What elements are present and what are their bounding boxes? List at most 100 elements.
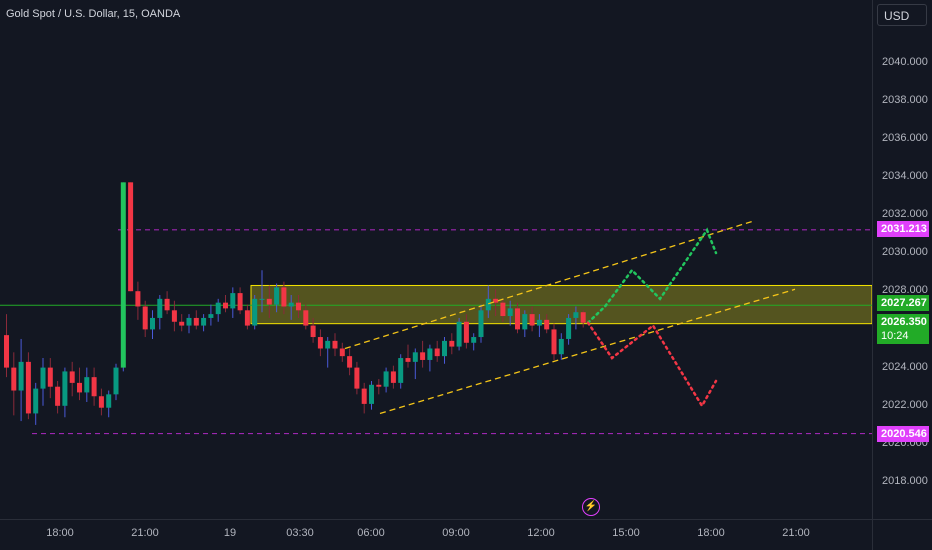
candle-body: [332, 340, 338, 349]
y-tick: 2034.000: [882, 170, 928, 182]
candle-body: [471, 337, 477, 343]
candle-body: [62, 371, 68, 406]
candle-body: [529, 314, 535, 326]
lightning-bolt-icon[interactable]: ⚡: [582, 498, 600, 516]
resistance-price-tag: 2031.213: [877, 221, 929, 237]
candle-body: [369, 384, 374, 404]
candle-body: [98, 396, 104, 408]
candle-body: [485, 298, 491, 311]
candle-body: [573, 312, 579, 318]
candle-body: [339, 348, 345, 357]
candle-body: [11, 367, 17, 391]
y-tick: 2024.000: [882, 361, 928, 373]
x-tick: 19: [223, 527, 237, 539]
x-tick: 18:00: [697, 527, 725, 539]
candle-body: [478, 310, 484, 338]
candle-body: [244, 310, 250, 326]
candle-body: [398, 358, 404, 383]
support-price-tag: 2020.546: [877, 426, 929, 442]
y-tick: 2036.000: [882, 132, 928, 144]
x-tick: 15:00: [612, 527, 640, 539]
candle-body: [171, 310, 177, 322]
candle-body: [442, 340, 447, 357]
price-chart[interactable]: [0, 0, 872, 519]
candle-body: [33, 388, 39, 414]
candle-body: [157, 298, 163, 318]
candle-body: [84, 377, 90, 393]
candle-body: [390, 371, 396, 383]
candle-body: [354, 367, 360, 389]
candle-body: [580, 312, 586, 323]
x-tick: 21:00: [782, 527, 810, 539]
candle-body: [493, 298, 499, 303]
candle-body: [201, 317, 207, 326]
candle-body: [347, 356, 353, 368]
candle-body: [69, 371, 75, 383]
candle-body: [296, 302, 301, 311]
y-tick: 2028.000: [882, 284, 928, 296]
candle-body: [456, 321, 462, 347]
candle-body: [113, 367, 119, 395]
x-tick: 09:00: [442, 527, 470, 539]
candle-body: [18, 361, 24, 391]
candle-body: [106, 394, 112, 408]
candle-body: [91, 377, 97, 397]
y-tick: 2040.000: [882, 56, 928, 68]
candle-body: [449, 340, 455, 347]
symbol-title[interactable]: Gold Spot / U.S. Dollar, 15, OANDA: [6, 8, 181, 20]
candle-body: [544, 319, 550, 330]
bearish-projection-path: [586, 321, 718, 409]
candle-body: [186, 317, 192, 326]
candle-body: [427, 348, 433, 360]
currency-button[interactable]: USD: [877, 4, 927, 26]
candle-body: [150, 317, 155, 330]
candle-body: [55, 386, 61, 406]
candle-body: [25, 361, 31, 414]
supply-demand-zone: [250, 284, 872, 325]
x-tick: 12:00: [527, 527, 555, 539]
candle-body: [4, 335, 9, 368]
candle-body: [274, 287, 280, 305]
candle-body: [128, 182, 134, 292]
y-tick: 2032.000: [882, 208, 928, 220]
candle-body: [230, 293, 236, 309]
current-price-tag: 2026.350 10:24: [877, 314, 929, 344]
candle-body: [223, 302, 228, 309]
candle-body: [259, 298, 265, 300]
candle-body: [288, 302, 294, 307]
candle-body: [215, 302, 221, 315]
bar-countdown: 10:24: [881, 330, 909, 342]
candle-body: [507, 308, 513, 317]
candle-body: [310, 325, 316, 338]
y-tick: 2030.000: [882, 246, 928, 258]
x-tick: 21:00: [131, 527, 159, 539]
candle-body: [412, 352, 418, 362]
time-axis-separator: [0, 519, 932, 520]
candle-body: [434, 348, 440, 357]
candle-body: [303, 310, 309, 326]
candle-body: [500, 302, 506, 317]
candle-body: [383, 371, 389, 387]
y-tick: 2018.000: [882, 475, 928, 487]
price-axis-separator: [872, 0, 873, 550]
candle-body: [252, 298, 258, 326]
candle-body: [164, 298, 170, 311]
candle-body: [142, 306, 148, 330]
x-tick: 03:30: [286, 527, 314, 539]
x-tick: 06:00: [357, 527, 385, 539]
candle-body: [515, 308, 520, 330]
candle-body: [361, 388, 367, 404]
candle-body: [120, 182, 126, 368]
candle-body: [266, 298, 272, 305]
y-tick: 2038.000: [882, 94, 928, 106]
candle-body: [551, 329, 557, 355]
x-tick: 18:00: [46, 527, 74, 539]
candle-body: [420, 352, 426, 360]
candle-body: [463, 321, 469, 343]
candle-body: [208, 314, 214, 318]
candle-body: [405, 358, 411, 362]
candle-body: [135, 291, 141, 307]
candle-body: [566, 317, 572, 339]
candle-body: [558, 338, 564, 355]
